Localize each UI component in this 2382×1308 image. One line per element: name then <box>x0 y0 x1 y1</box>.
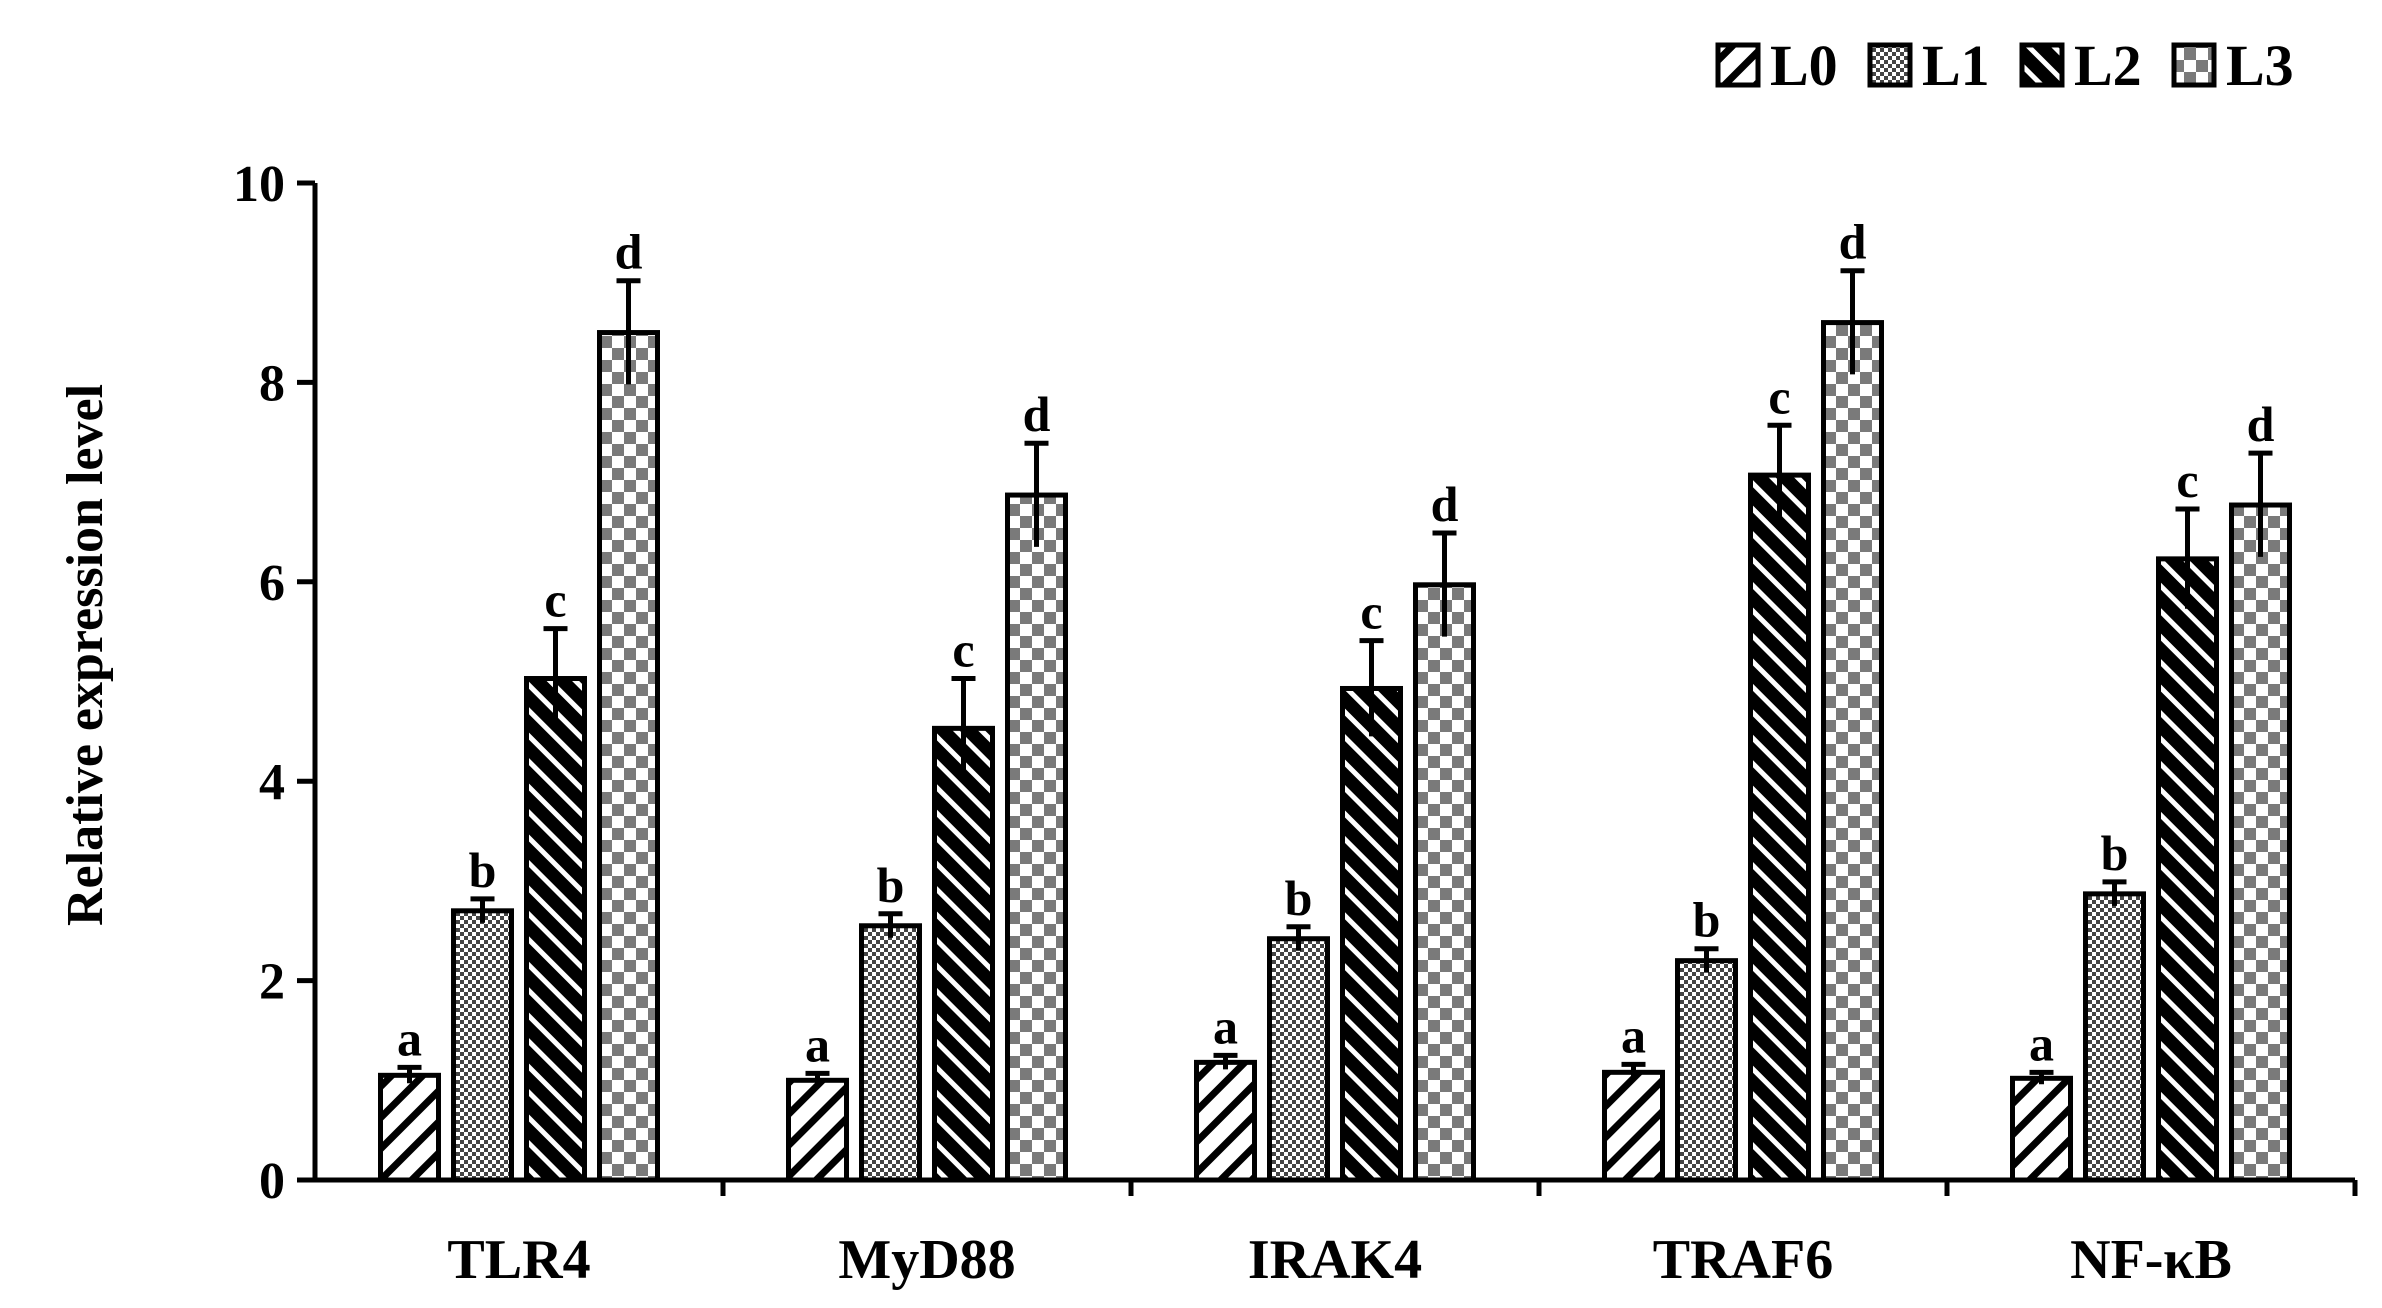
y-tick-label-4: 4 <box>259 754 285 811</box>
sig-label-traf6-l3: d <box>1839 214 1867 270</box>
error-bar-myd88-l3 <box>1024 440 1049 547</box>
sig-label-tlr4-l1: b <box>469 842 497 898</box>
sig-label-nf-b-l2: c <box>2176 452 2198 508</box>
bar-nf-b-l2 <box>2156 556 2219 1183</box>
bar-myd88-l0 <box>786 1077 849 1183</box>
legend-swatch-l0 <box>1715 42 1761 88</box>
error-bar-nf-b-l0 <box>2029 1069 2054 1085</box>
sig-label-irak4-l0: a <box>1213 998 1238 1054</box>
legend-label-l0: L0 <box>1770 33 1838 98</box>
y-tick-label-0: 0 <box>259 1153 285 1210</box>
error-bar-irak4-l3 <box>1432 530 1457 637</box>
bar-traf6-l2 <box>1748 472 1811 1183</box>
error-bar-traf6-l1 <box>1694 946 1719 973</box>
sig-label-traf6-l0: a <box>1621 1007 1646 1063</box>
sig-label-myd88-l2: c <box>952 622 974 678</box>
x-tick-label-irak4: IRAK4 <box>1248 1229 1422 1291</box>
sig-label-nf-b-l0: a <box>2029 1015 2054 1071</box>
x-tick-label-nf-b: NF-κB <box>2070 1229 2232 1291</box>
legend-swatch-l1 <box>1867 42 1913 88</box>
bar-nf-b-l0 <box>2010 1075 2073 1183</box>
legend-swatch-l3 <box>2171 42 2217 88</box>
sig-label-tlr4-l0: a <box>397 1010 422 1066</box>
legend-label-l1: L1 <box>1922 33 1990 98</box>
error-bar-tlr4-l3 <box>616 278 641 385</box>
bar-myd88-l2 <box>932 725 995 1183</box>
sig-label-myd88-l1: b <box>877 857 905 913</box>
error-bar-irak4-l1 <box>1286 924 1311 951</box>
bar-irak4-l3 <box>1413 582 1476 1183</box>
bar-tlr4-l1 <box>451 908 514 1183</box>
x-tick-label-myd88: MyD88 <box>838 1229 1015 1291</box>
bar-nf-b-l1 <box>2083 891 2146 1183</box>
sig-label-traf6-l2: c <box>1768 368 1790 424</box>
error-bar-irak4-l0 <box>1213 1052 1238 1070</box>
legend-swatch-l2 <box>2019 42 2065 88</box>
error-bar-tlr4-l0 <box>397 1064 422 1084</box>
x-axis-ticks: TLR4 MyD88 IRAK4 TRAF6 NF-κB <box>447 1180 2358 1291</box>
sig-label-traf6-l1: b <box>1693 892 1721 948</box>
sig-label-tlr4-l2: c <box>544 572 566 628</box>
error-bar-irak4-l2 <box>1359 638 1384 737</box>
y-tick-label-8: 8 <box>259 355 285 412</box>
legend-label-l3: L3 <box>2226 33 2294 98</box>
sig-label-nf-b-l3: d <box>2247 396 2275 452</box>
bar-myd88-l1 <box>859 923 922 1183</box>
error-bars <box>397 268 2273 1088</box>
sig-label-myd88-l0: a <box>805 1016 830 1072</box>
x-tick-label-traf6: TRAF6 <box>1653 1229 1833 1291</box>
sig-label-irak4-l1: b <box>1285 870 1313 926</box>
y-tick-label-6: 6 <box>259 555 285 612</box>
error-bar-myd88-l0 <box>805 1070 830 1088</box>
sig-label-tlr4-l3: d <box>615 224 643 280</box>
bar-irak4-l1 <box>1267 936 1330 1183</box>
error-bar-nf-b-l3 <box>2248 450 2273 557</box>
bar-tlr4-l0 <box>378 1072 441 1183</box>
bar-tlr4-l3 <box>597 330 660 1183</box>
bar-nf-b-l3 <box>2229 502 2292 1183</box>
error-bar-traf6-l2 <box>1767 422 1792 525</box>
bar-traf6-l1 <box>1675 958 1738 1183</box>
bar-irak4-l0 <box>1194 1059 1257 1183</box>
bar-traf6-l3 <box>1821 320 1884 1183</box>
error-bar-myd88-l1 <box>878 911 903 938</box>
sig-label-irak4-l3: d <box>1431 476 1459 532</box>
y-tick-label-10: 10 <box>233 156 285 213</box>
x-tick-label-tlr4: TLR4 <box>447 1229 590 1291</box>
bars <box>378 320 2292 1183</box>
y-axis-label: Relative expression level <box>57 384 114 926</box>
error-bar-tlr4-l2 <box>543 626 568 729</box>
bar-tlr4-l2 <box>524 676 587 1183</box>
sig-label-irak4-l2: c <box>1360 584 1382 640</box>
bar-myd88-l3 <box>1005 492 1068 1183</box>
bar-traf6-l0 <box>1602 1069 1665 1183</box>
error-bar-nf-b-l2 <box>2175 506 2200 609</box>
error-bar-nf-b-l1 <box>2102 879 2127 906</box>
error-bar-tlr4-l1 <box>470 896 495 923</box>
sig-label-myd88-l3: d <box>1023 386 1051 442</box>
legend: L0 L1 L2 L3 <box>1715 33 2294 98</box>
sig-label-nf-b-l1: b <box>2101 825 2129 881</box>
y-tick-label-2: 2 <box>259 954 285 1011</box>
error-bar-myd88-l2 <box>951 676 976 779</box>
y-axis-ticks: 0 2 4 6 8 10 <box>233 156 315 1210</box>
legend-label-l2: L2 <box>2074 33 2142 98</box>
error-bar-traf6-l3 <box>1840 268 1865 375</box>
bar-irak4-l2 <box>1340 685 1403 1183</box>
error-bar-traf6-l0 <box>1621 1061 1646 1081</box>
